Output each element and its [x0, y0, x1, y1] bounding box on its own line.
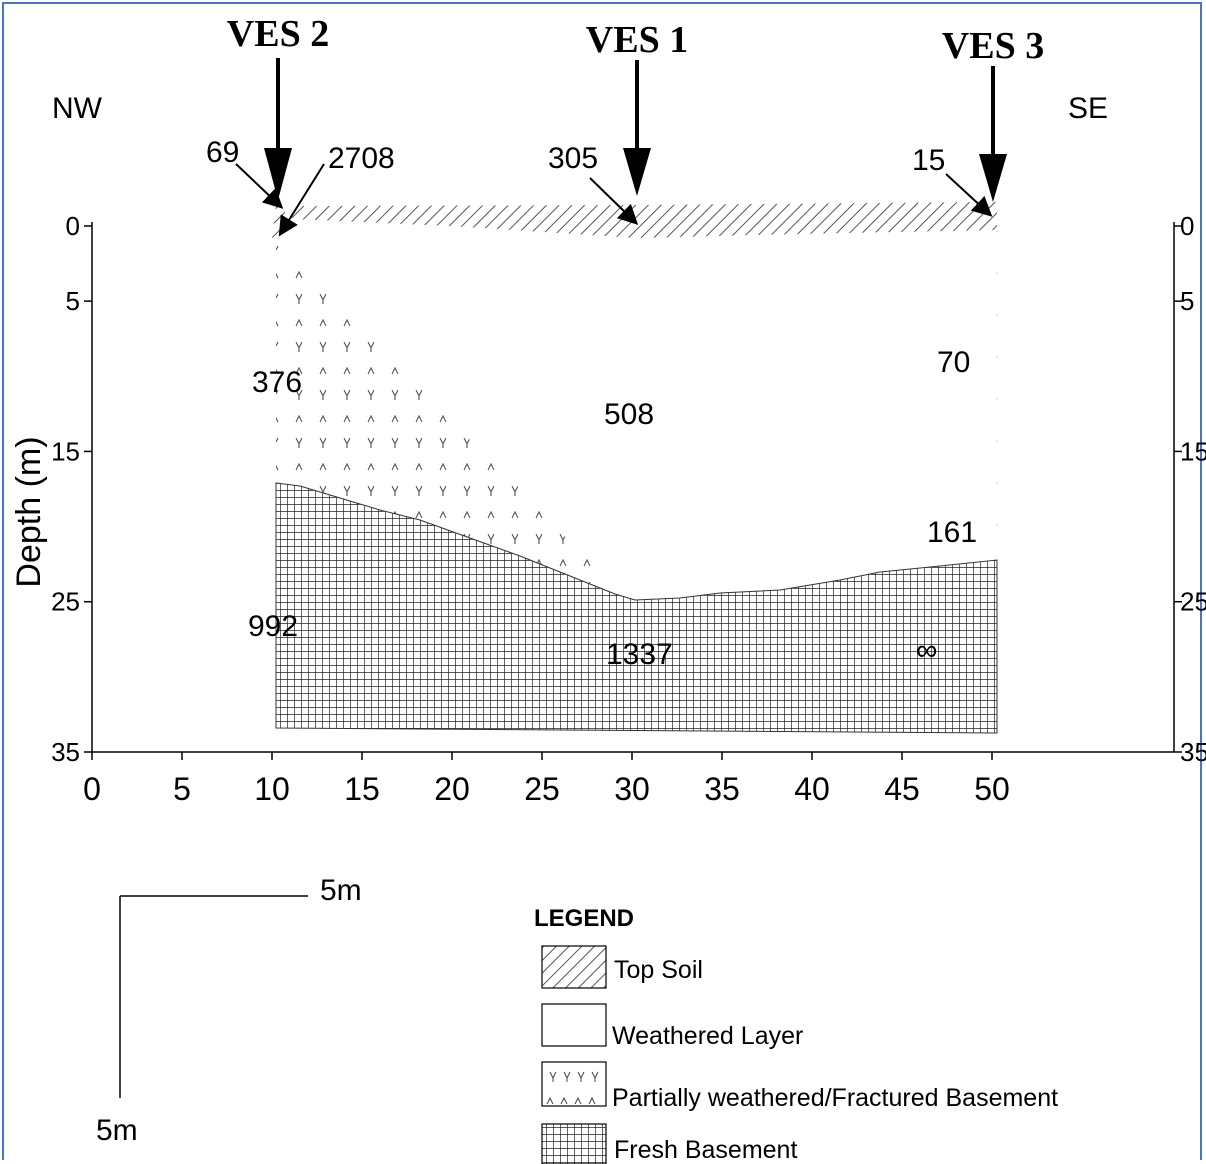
svg-text:VES 1: VES 1	[586, 19, 688, 61]
legend-title: LEGEND	[534, 905, 634, 932]
legend-label-topsoil: Top Soil	[614, 956, 703, 984]
resistivity-topsoil-ves2-b: 2708	[328, 142, 395, 175]
bottom-tick-label: 50	[974, 771, 1010, 807]
bottom-tick-label: 30	[614, 771, 650, 807]
bottom-tick-label: 35	[704, 771, 740, 807]
depth-axis-label: Depth (m)	[10, 436, 48, 587]
svg-text:VES 2: VES 2	[227, 13, 329, 55]
scale-bar: 5m 5m	[96, 874, 362, 1147]
resistivity-fresh-ves3: ∞	[916, 634, 937, 667]
resistivity-topsoil-ves2-a: 69	[206, 136, 239, 169]
bottom-tick-label: 15	[344, 771, 380, 807]
svg-text:VES 3: VES 3	[942, 25, 1044, 67]
direction-se: SE	[1068, 92, 1108, 125]
scale-vertical-label: 5m	[96, 1114, 138, 1147]
right-axis-ticks: 0 5 15 25 35	[1174, 211, 1206, 767]
resistivity-topsoil-ves1: 305	[548, 142, 598, 175]
bottom-tick-label: 10	[254, 771, 290, 807]
direction-nw: NW	[52, 92, 103, 125]
legend-swatch-weathered	[541, 1003, 607, 1047]
resistivity-weathered-ves1: 508	[604, 398, 654, 431]
resistivity-partial-ves2: 376	[252, 366, 302, 399]
scale-horizontal-label: 5m	[320, 874, 362, 907]
right-tick-label: 25	[1180, 587, 1206, 617]
right-tick-label: 0	[1180, 211, 1194, 241]
legend-swatch-topsoil	[541, 945, 607, 989]
legend-label-partial: Partially weathered/Fractured Basement	[612, 1084, 1058, 1112]
leader-arrows	[235, 163, 993, 237]
resistivity-topsoil-ves3: 15	[912, 144, 945, 177]
ves-2-marker: VES 2	[227, 13, 329, 200]
left-tick-label: 35	[51, 737, 80, 767]
bottom-tick-label: 45	[884, 771, 920, 807]
legend-label-fresh: Fresh Basement	[614, 1136, 797, 1164]
bottom-tick-label: 5	[173, 771, 191, 807]
ves-1-marker: VES 1	[586, 19, 688, 196]
resistivity-fresh-ves2: 992	[248, 610, 298, 643]
fresh-basement-layer	[275, 482, 998, 734]
bottom-tick-label: 25	[524, 771, 560, 807]
bottom-tick-label: 0	[83, 771, 101, 807]
left-tick-label: 15	[51, 436, 80, 466]
legend-label-weathered: Weathered Layer	[612, 1022, 803, 1050]
left-tick-label: 0	[66, 211, 80, 241]
resistivity-weathered-ves3: 70	[937, 346, 970, 379]
resistivity-weathered-ves3-lower: 161	[927, 516, 977, 549]
bottom-tick-label: 40	[794, 771, 830, 807]
left-tick-label: 25	[51, 587, 80, 617]
right-tick-label: 15	[1180, 436, 1206, 466]
resistivity-fresh-ves1: 1337	[606, 638, 673, 671]
topsoil-ves2-sliver	[272, 206, 286, 242]
bottom-tick-label: 20	[434, 771, 470, 807]
right-tick-label: 35	[1180, 737, 1206, 767]
partially-weathered-layer	[276, 240, 608, 588]
legend-swatch-partial	[541, 1061, 607, 1107]
left-axis-ticks: 0 5 15 25 35	[51, 211, 92, 767]
bottom-axis-ticks: 0 5 10 15 20 25 30 35 40 45 50	[83, 752, 1010, 807]
legend: LEGEND Top Soil Weathered Layer Partiall…	[534, 905, 1058, 1164]
legend-swatch-fresh	[541, 1123, 607, 1164]
topsoil-layer	[292, 202, 997, 238]
left-tick-label: 5	[66, 286, 80, 316]
ves-3-marker: VES 3	[942, 25, 1044, 202]
right-tick-label: 5	[1180, 286, 1194, 316]
